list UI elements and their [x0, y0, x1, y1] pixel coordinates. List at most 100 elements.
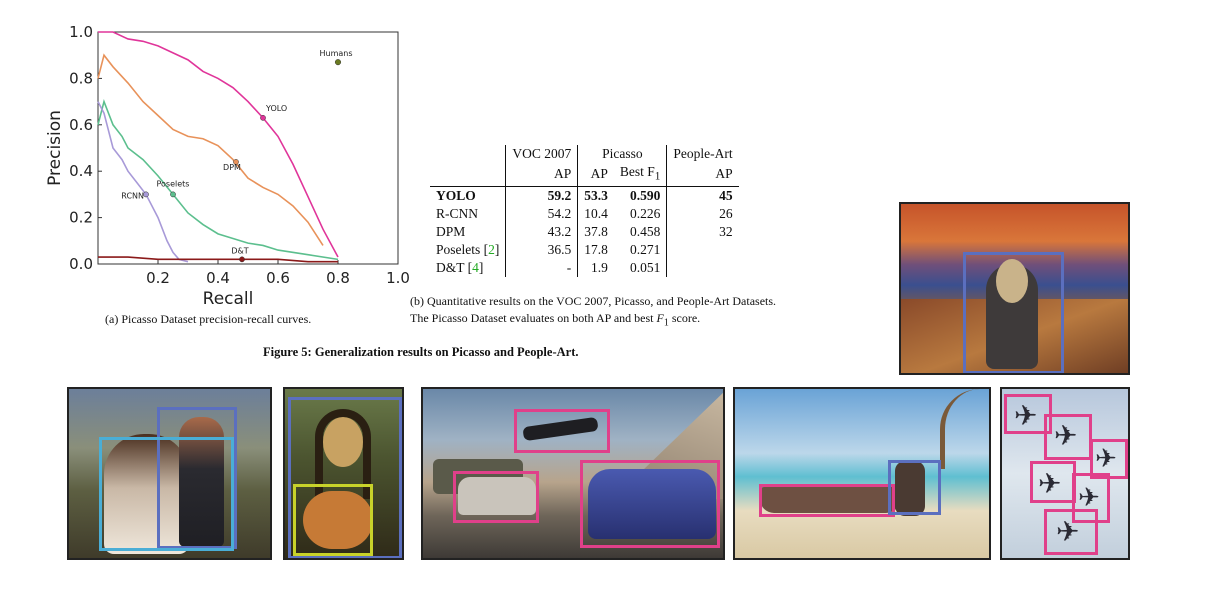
detection-box-car-left	[453, 471, 539, 523]
cell-people-ap: 26	[666, 204, 739, 223]
humans-point	[334, 59, 342, 66]
header-people-art: People-Art	[666, 145, 739, 163]
cat-shape	[303, 491, 373, 549]
table-row: Poselets [2] 36.5 17.8 0.271	[430, 240, 739, 259]
humans-label: Humans	[319, 49, 352, 58]
dog-shape	[104, 434, 189, 554]
caption-b-line2: The Picasso Dataset evaluates on both AP…	[410, 311, 701, 329]
cell-voc-ap: -	[505, 258, 578, 277]
y-tick-label: 0.4	[69, 162, 93, 180]
figure-caption: Figure 5: Generalization results on Pica…	[263, 345, 579, 359]
detection-box-mona	[288, 397, 402, 558]
detection-box-cat	[293, 484, 373, 556]
detection-box-person	[963, 252, 1064, 373]
cell-method-name: D&T [4]	[436, 259, 484, 275]
x-axis-label: Recall	[203, 289, 254, 309]
series-label: YOLO	[265, 104, 287, 113]
table-row: D&T [4] -1.9 0.051	[430, 258, 739, 277]
blue-car-shape	[588, 469, 716, 539]
series-line-poselets	[97, 98, 339, 261]
y-tick-label: 0.0	[69, 255, 93, 273]
cell-picasso-ap: 1.9	[577, 258, 614, 277]
cell-method-name: DPM	[436, 223, 466, 239]
x-tick-label: 0.2	[146, 269, 170, 287]
cell-picasso-f1: 0.226	[630, 205, 661, 221]
jet-icon: ✈	[1054, 419, 1078, 452]
table-row: R-CNN 54.2 10.4 0.226 26	[430, 204, 739, 223]
cell-picasso-ap: 37.8	[577, 222, 614, 241]
series-marker	[170, 191, 176, 198]
cell-people-ap: 45	[666, 186, 739, 205]
photo-beach-boat	[733, 387, 991, 560]
caption-a: (a) Picasso Dataset precision-recall cur…	[105, 312, 312, 326]
cell-voc-ap: 36.5	[505, 240, 578, 259]
cell-picasso-f1: 0.590	[630, 187, 661, 203]
header-voc-ap: AP	[505, 163, 578, 187]
mona-hair	[315, 409, 371, 499]
table-header-row-1: VOC 2007 Picasso People-Art	[430, 145, 739, 163]
silver-car-shape	[458, 477, 536, 515]
precision-recall-chart: 0.2 0.4 0.6 0.8 1.0 0.0 0.2 0.4 0.6 0.8 1.0 Recall P…	[40, 20, 410, 310]
cell-picasso-ap: 17.8	[577, 240, 614, 259]
photo-mona-lisa	[283, 387, 404, 560]
cell-picasso-f1: 0.458	[630, 223, 661, 239]
cell-people-ap	[666, 258, 739, 277]
citation-link[interactable]: 4	[472, 259, 479, 275]
caption-b: (b) Quantitative results on the VOC 2007…	[410, 293, 890, 331]
scream-painting	[899, 202, 1130, 375]
palm-tree	[940, 389, 989, 469]
series-marker	[233, 159, 239, 165]
series-line-yolo	[98, 31, 339, 258]
cell-people-ap	[666, 240, 739, 259]
boat-shape	[760, 487, 900, 513]
table-row: YOLO 59.2 53.3 0.590 45	[430, 186, 739, 205]
series-line-rcnn	[97, 101, 189, 263]
cell-picasso-f1: 0.271	[630, 241, 661, 257]
jet-icon: ✈	[1056, 515, 1080, 548]
series-label: Poselets	[157, 179, 190, 188]
caption-b-line1: (b) Quantitative results on the VOC 2007…	[410, 294, 777, 308]
cell-picasso-ap: 10.4	[577, 204, 614, 223]
results-table: VOC 2007 Picasso People-Art AP AP Best F…	[430, 145, 739, 277]
y-axis-label: Precision	[45, 110, 65, 186]
cell-picasso-ap: 53.3	[577, 186, 614, 205]
jet-icon: ✈	[1078, 483, 1100, 513]
detection-box-jet-6	[1044, 509, 1098, 555]
cell-picasso-f1: 0.051	[630, 259, 661, 275]
chart-svg: 0.2 0.4 0.6 0.8 1.0 0.0 0.2 0.4 0.6 0.8 1.0 Recall P…	[45, 23, 410, 309]
x-tick-label: 0.4	[206, 269, 230, 287]
cell-voc-ap: 59.2	[505, 186, 578, 205]
plot-frame	[97, 31, 399, 265]
series-label: D&T	[231, 246, 248, 255]
series-marker	[239, 256, 245, 263]
y-tick-label: 0.2	[69, 209, 93, 227]
header-picasso: Picasso	[577, 145, 667, 163]
table-header-row-2: AP AP Best F1 AP	[430, 163, 739, 187]
jet-icon: ✈	[1095, 444, 1117, 474]
header-voc2007: VOC 2007	[505, 145, 578, 163]
series-label: DPM	[223, 163, 241, 172]
detection-box-boat	[759, 484, 895, 517]
cell-method-name: R-CNN	[436, 205, 479, 221]
cell-method-name: Poselets [2]	[436, 241, 500, 257]
detection-box-skydiver	[514, 409, 610, 453]
series-line-dpm	[97, 53, 324, 246]
detection-box-person-beach	[888, 460, 941, 515]
cell-voc-ap: 54.2	[505, 204, 578, 223]
person-shape	[895, 461, 925, 516]
y-tick-label: 0.6	[69, 116, 93, 134]
series-line-dt	[98, 256, 338, 263]
table-body: YOLO 59.2 53.3 0.590 45 R-CNN 54.2 10.4 0.226 26 D…	[430, 186, 739, 277]
cell-method-name: YOLO	[436, 187, 476, 203]
detection-box-girl	[157, 407, 237, 549]
series-marker	[143, 191, 149, 198]
x-tick-label: 0.6	[266, 269, 290, 287]
detection-box-jet-5	[1072, 473, 1110, 523]
detection-box-dog	[99, 437, 234, 551]
jet-icon: ✈	[1038, 467, 1062, 500]
header-people-ap: AP	[666, 163, 739, 187]
photo-jets: ✈ ✈ ✈ ✈ ✈ ✈	[1000, 387, 1130, 560]
citation-link[interactable]: 2	[488, 241, 495, 257]
jet-icon: ✈	[1014, 399, 1038, 432]
series-label: RCNN	[121, 191, 144, 200]
